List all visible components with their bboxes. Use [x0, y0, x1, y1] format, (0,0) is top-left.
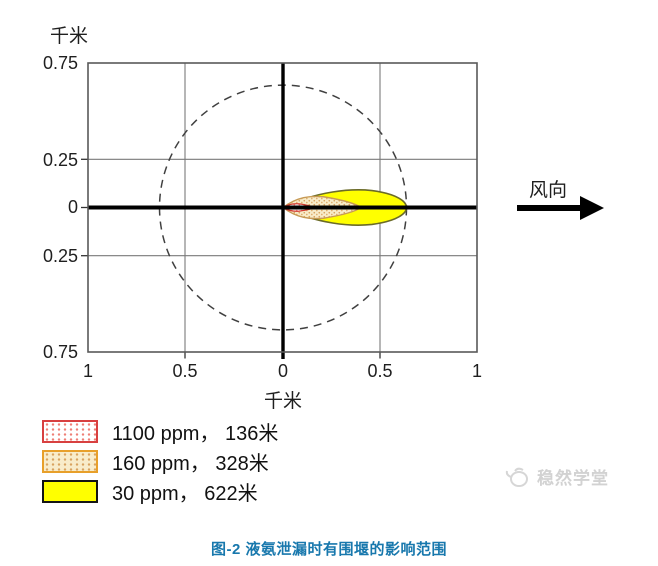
plot-area	[81, 62, 478, 359]
y-tick-0.75-bottom: 0.75	[42, 342, 78, 362]
x-tick-pos0.5: 0.5	[367, 361, 393, 381]
wind-direction-arrow-icon	[517, 196, 604, 220]
legend-label-1100ppm: 1100 ppm， 136米	[112, 422, 279, 445]
legend-label-30ppm: 30 ppm， 622米	[112, 482, 258, 505]
legend-swatch-red-dotted	[42, 419, 98, 443]
arrow-shaft	[517, 205, 582, 211]
x-tick-neg0.5: 0.5	[172, 361, 198, 381]
watermark: 稳然学堂	[505, 464, 609, 489]
y-tick-0.25-bottom: 0.25	[42, 246, 78, 266]
legend-swatch-tan-dotted	[42, 449, 98, 473]
y-tick-0: 0	[67, 197, 78, 217]
legend-item-160ppm: 160 ppm， 328米	[42, 448, 269, 475]
legend-item-1100ppm: 1100 ppm， 136米	[42, 418, 279, 445]
y-axis-unit-label: 千米	[50, 26, 89, 47]
watermark-teapot-icon	[505, 467, 528, 487]
legend-label-160ppm: 160 ppm， 328米	[112, 452, 269, 475]
x-axis-unit-label: 千米	[263, 391, 302, 412]
plot-border	[87, 62, 478, 353]
y-tick-0.25-top: 0.25	[42, 150, 78, 170]
figure-caption: 图-2 液氨泄漏时有围堰的影响范围	[210, 541, 447, 558]
watermark-text: 稳然学堂	[537, 469, 609, 488]
y-tick-0.75-top: 0.75	[42, 53, 78, 73]
wind-direction-label: 风向	[529, 180, 568, 201]
legend-item-30ppm: 30 ppm， 622米	[42, 478, 258, 505]
arrow-head	[580, 196, 604, 220]
x-tick-pos1: 1	[471, 361, 482, 381]
legend-swatch-yellow-solid	[42, 479, 98, 503]
x-tick-neg1: 1	[82, 361, 93, 381]
x-tick-0: 0	[277, 361, 288, 381]
